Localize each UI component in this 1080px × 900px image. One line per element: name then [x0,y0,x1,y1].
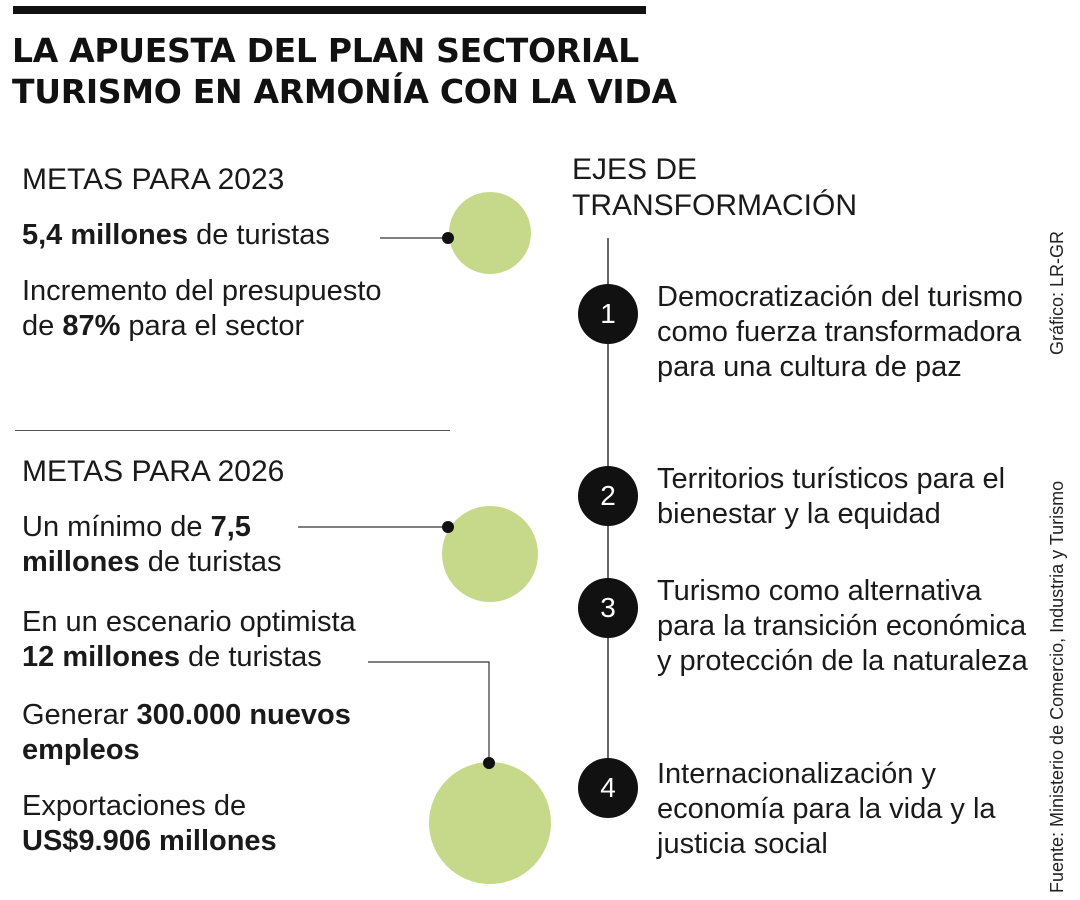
top-rule [13,6,646,14]
goal-2026-optimistic-bold: 12 millones [22,641,180,673]
goal-2026-exports-pre: Exportaciones de [22,790,247,822]
goal-circle-2023 [449,192,531,274]
goal-2023-budget-bold: 87% [62,310,121,342]
axes-heading-line-2: TRANSFORMACIÓN [572,189,857,222]
connector-dot-1 [442,232,454,244]
axis-number-3: 3 [578,578,638,638]
axis-number-4: 4 [578,758,638,818]
goal-circle-2026-b [429,762,551,884]
goal-2023-budget: Incremento del presupuesto de 87% para e… [22,274,417,344]
axis-text-3: Turismo como alternativa para la transic… [657,575,1028,677]
axes-heading: EJES DE TRANSFORMACIÓN [572,152,857,224]
goal-2026-exports: Exportaciones de US$9.906 millones [22,789,382,859]
connector-dot-2 [442,521,454,533]
goal-circle-2026-a [442,506,538,602]
page-title: LA APUESTA DEL PLAN SECTORIAL TURISMO EN… [12,30,677,112]
section-divider [15,430,450,431]
axis-number-1: 1 [578,284,638,344]
goal-2023-tourists-bold: 5,4 millones [22,219,189,251]
goal-2026-tourists-post: de turistas [139,546,282,578]
title-line-1: LA APUESTA DEL PLAN SECTORIAL [12,31,639,70]
heading-2023: METAS PARA 2023 [22,163,285,196]
goal-2023-budget-pre: Incremento del presupuesto de [22,275,382,342]
connector-dot-3 [483,757,495,769]
goal-2026-optimistic: En un escenario optimista 12 millones de … [22,605,412,675]
source-credit: Fuente: Ministerio de Comercio, Industri… [1047,480,1067,893]
goal-2026-exports-bold: US$9.906 millones [22,825,277,857]
axis-text-1: Democratización del turismo como fuerza … [657,281,1023,383]
title-line-2: TURISMO EN ARMONÍA CON LA VIDA [12,72,677,111]
goal-2023-tourists: 5,4 millones de turistas [22,218,330,253]
goal-2026-jobs: Generar 300.000 nuevos empleos [22,698,412,768]
goal-2026-optimistic-pre: En un escenario optimista [22,606,356,638]
goal-2026-tourists: Un mínimo de 7,5 millones de turistas [22,510,302,580]
axes-heading-line-1: EJES DE [572,153,698,186]
goal-2026-optimistic-post: de turistas [179,641,322,673]
axis-text-4: Internacionalización y economía para la … [657,758,996,860]
goal-2023-tourists-rest: de turistas [188,219,330,251]
graphic-credit: Gráfico: LR-GR [1047,230,1067,355]
goal-2026-jobs-pre: Generar [22,699,137,731]
axis-text-2: Territorios turísticos para el bienestar… [657,463,1006,530]
goal-2026-tourists-pre: Un mínimo de [22,511,211,543]
axis-number-2: 2 [578,466,638,526]
goal-2023-budget-post: para el sector [120,310,305,342]
heading-2026: METAS PARA 2026 [22,455,285,488]
goal-2026-jobs-bold: 300.000 nuevos empleos [22,699,351,766]
connector-line-3 [368,661,490,763]
goal-2026-tourists-bold: 7,5 millones [22,511,251,578]
